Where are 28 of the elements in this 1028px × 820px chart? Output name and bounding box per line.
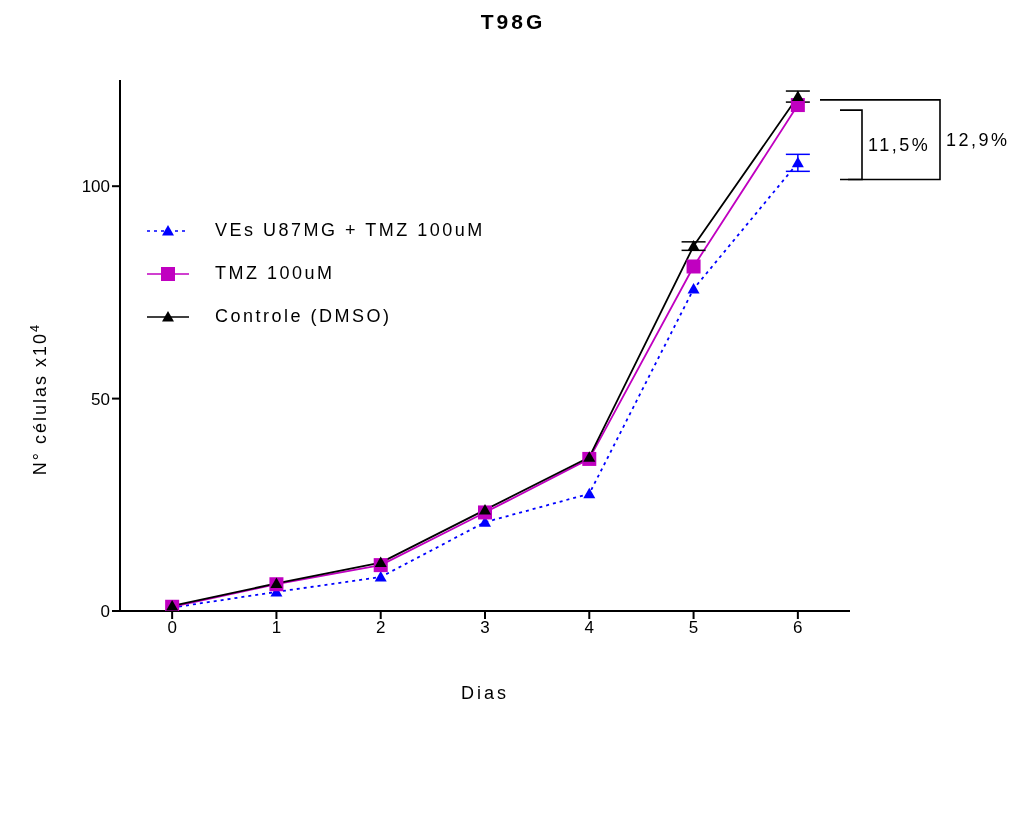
point xyxy=(687,240,700,251)
point xyxy=(583,451,596,462)
text: 11,5% xyxy=(868,134,931,155)
x-axis-title: Dias xyxy=(460,683,510,703)
y-tick-label: 0 xyxy=(100,602,110,622)
point xyxy=(270,577,283,588)
point xyxy=(791,156,804,168)
point xyxy=(374,571,387,582)
point xyxy=(686,259,701,274)
point xyxy=(479,503,491,515)
legend-label: VEs U87MG + TMZ 100uM xyxy=(215,220,485,241)
point xyxy=(791,90,804,102)
x-tick-label: 3 xyxy=(480,618,490,638)
x-tick-label: 1 xyxy=(271,618,282,638)
point xyxy=(374,556,387,568)
x-tick-label: 2 xyxy=(375,618,386,638)
x-tick-label: 4 xyxy=(584,618,595,638)
point xyxy=(583,487,596,499)
x-tick-label: 0 xyxy=(167,618,177,638)
x-tick-label: 5 xyxy=(688,618,699,638)
y-tick-label: 100 xyxy=(81,177,110,197)
chart-title: T98G xyxy=(479,10,547,34)
x-tick-label: 6 xyxy=(793,618,803,638)
legend-label: Controle (DMSO) xyxy=(215,306,392,327)
point xyxy=(687,283,700,294)
y-tick-label: 50 xyxy=(91,389,110,409)
legend-label: TMZ 100uM xyxy=(215,263,335,284)
text: 12,9% xyxy=(946,129,1010,150)
